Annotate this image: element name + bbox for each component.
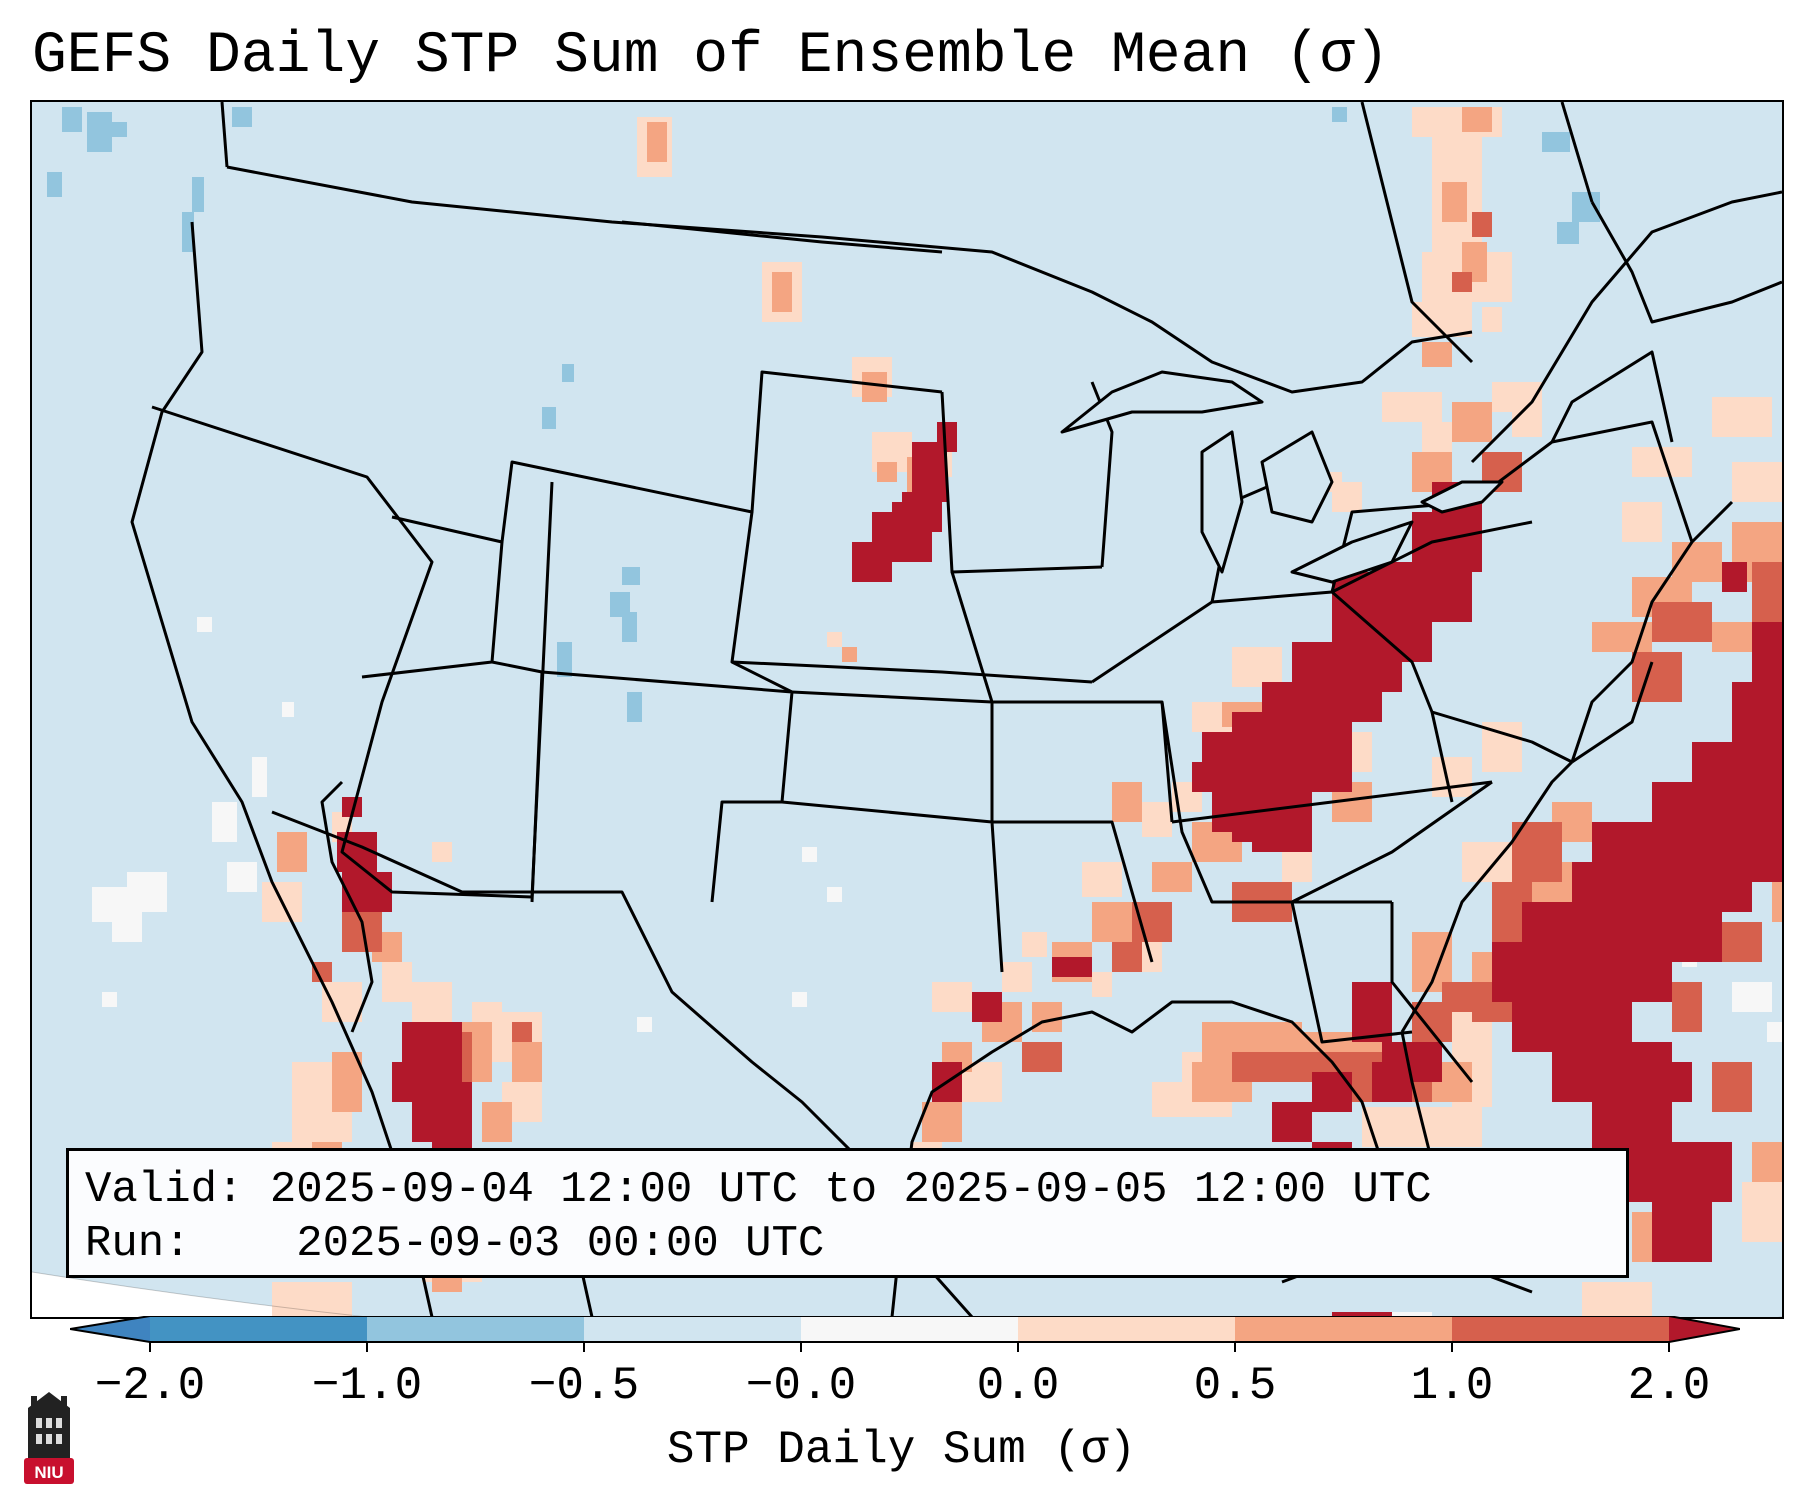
colorbar-bin-2 [367, 1316, 584, 1342]
chart-title: GEFS Daily STP Sum of Ensemble Mean (σ) [32, 24, 1390, 89]
map-canvas [32, 102, 1782, 1317]
niu-logo: NIU [24, 1392, 74, 1484]
colorbar-bin-1 [150, 1316, 367, 1342]
logo-text: NIU [34, 1463, 63, 1482]
colorbar-tick-label: −1.0 [311, 1360, 423, 1412]
colorbar [70, 1316, 1740, 1352]
domain-edge [32, 1271, 1782, 1317]
colorbar-extend-high [1669, 1316, 1740, 1342]
colorbar-ticks [149, 1342, 1670, 1352]
colorbar-tick-label: 0.5 [1193, 1360, 1277, 1412]
valid-time-range: 2025-09-04 12:00 UTC to 2025-09-05 12:00… [269, 1165, 1432, 1215]
run-time: 2025-09-03 00:00 UTC [296, 1219, 825, 1269]
colorbar-tick-label: −0.5 [528, 1360, 640, 1412]
great-lakes [1060, 370, 1504, 584]
colorbar-tick-label: −0.0 [745, 1360, 857, 1412]
colorbar-bin-7 [1452, 1316, 1669, 1342]
colorbar-bin-4 [801, 1316, 1018, 1342]
colorbar-extend-low [70, 1316, 150, 1342]
valid-label: Valid: [85, 1165, 244, 1215]
colorbar-tick-label: −2.0 [94, 1360, 206, 1412]
map-domain [32, 102, 1782, 1317]
near-zero-cells [92, 617, 1782, 1317]
map-panel [30, 100, 1784, 1319]
colorbar-tick-label: 1.0 [1410, 1360, 1494, 1412]
valid-run-info-box: Valid: 2025-09-04 12:00 UTC to 2025-09-0… [66, 1148, 1629, 1278]
colorbar-bin-3 [584, 1316, 801, 1342]
run-label: Run: [85, 1219, 191, 1269]
international-borders [220, 102, 1594, 1194]
colorbar-tick-label: 2.0 [1627, 1360, 1711, 1412]
negative-anomaly-cells [47, 107, 1600, 722]
colorbar-bin-5 [1018, 1316, 1235, 1342]
colorbar-label: STP Daily Sum (σ) [666, 1424, 1137, 1476]
colorbar-bin-6 [1235, 1316, 1452, 1342]
colorbar-tick-label: 0.0 [976, 1360, 1060, 1412]
